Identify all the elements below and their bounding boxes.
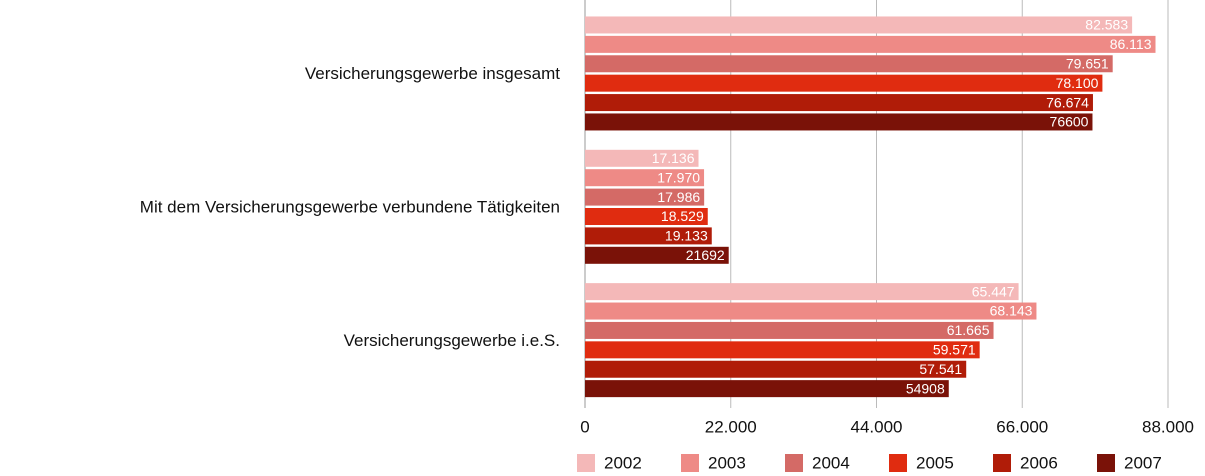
- legend-swatch: [993, 454, 1011, 472]
- value-label: 68.143: [990, 303, 1033, 319]
- value-label: 76.674: [1046, 94, 1089, 110]
- bar: [585, 283, 1019, 301]
- bar: [585, 169, 705, 187]
- x-tick-label: 44.000: [851, 417, 903, 436]
- bar: [585, 35, 1156, 53]
- x-tick-label: 66.000: [996, 417, 1048, 436]
- value-label: 59.571: [933, 342, 976, 358]
- value-label: 18.529: [661, 208, 704, 224]
- bar: [585, 113, 1093, 131]
- bar: [585, 149, 699, 167]
- value-label: 65.447: [972, 283, 1015, 299]
- legend-swatch: [577, 454, 595, 472]
- x-tick-label: 0: [580, 417, 589, 436]
- value-label: 76600: [1050, 114, 1089, 130]
- value-label: 21692: [686, 247, 725, 263]
- legend-swatch: [1097, 454, 1115, 472]
- bar: [585, 188, 705, 206]
- value-label: 54908: [906, 380, 945, 396]
- bar: [585, 246, 729, 264]
- bar: [585, 321, 994, 339]
- bar: [585, 74, 1103, 92]
- category-label: Versicherungsgewerbe insgesamt: [305, 64, 560, 83]
- x-tick-label: 22.000: [705, 417, 757, 436]
- category-label: Versicherungsgewerbe i.e.S.: [344, 331, 560, 350]
- bar: [585, 55, 1113, 73]
- bar: [585, 94, 1093, 112]
- legend-label: 2005: [916, 453, 954, 472]
- legend-label: 2007: [1124, 453, 1162, 472]
- legend-label: 2006: [1020, 453, 1058, 472]
- legend-label: 2003: [708, 453, 746, 472]
- value-label: 86.113: [1110, 36, 1152, 52]
- value-label: 17.986: [657, 189, 700, 205]
- bar: [585, 208, 708, 225]
- value-label: 82.583: [1085, 17, 1128, 33]
- x-tick-label: 88.000: [1142, 417, 1194, 436]
- value-label: 78.100: [1056, 75, 1099, 91]
- value-label: 61.665: [947, 322, 990, 338]
- category-label: Mit dem Versicherungsgewerbe verbundene …: [140, 197, 560, 216]
- legend-swatch: [785, 454, 803, 472]
- bar: [585, 302, 1037, 320]
- value-label: 57.541: [919, 361, 962, 377]
- bar: [585, 341, 980, 359]
- value-label: 79.651: [1066, 55, 1109, 71]
- bar: [585, 227, 712, 245]
- value-label: 17.970: [657, 169, 700, 185]
- legend-label: 2002: [604, 453, 642, 472]
- value-label: 17.136: [652, 150, 695, 166]
- value-label: 19.133: [665, 228, 708, 244]
- legend-swatch: [681, 454, 699, 472]
- bar: [585, 380, 949, 398]
- bar: [585, 16, 1133, 34]
- bar: [585, 360, 967, 378]
- legend-swatch: [889, 454, 907, 472]
- legend-label: 2004: [812, 453, 850, 472]
